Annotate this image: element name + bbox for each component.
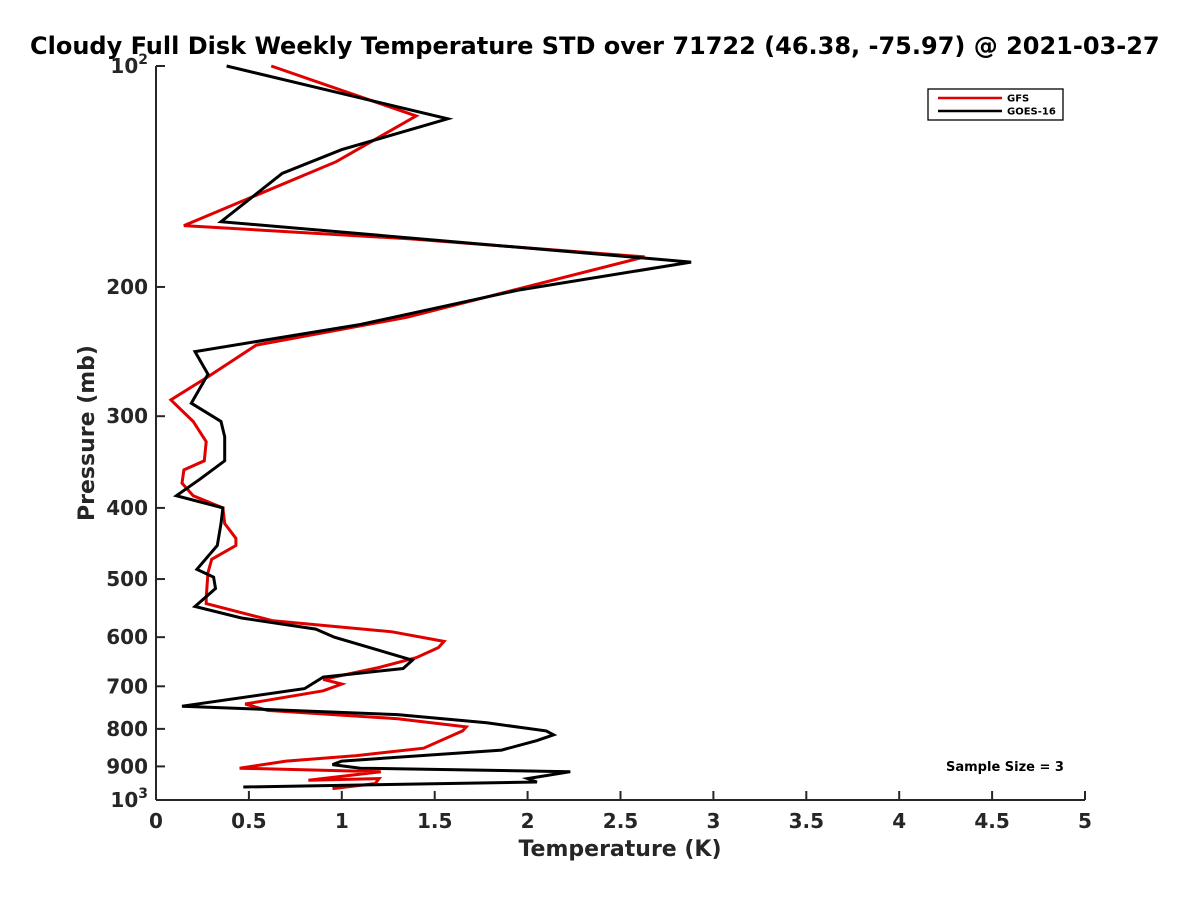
x-axis-label: Temperature (K): [518, 837, 721, 862]
x-tick-label: 3.5: [789, 809, 824, 833]
x-tick-label: 0.5: [231, 809, 266, 833]
y-tick-label: 900: [106, 754, 148, 778]
x-tick-label: 1.5: [417, 809, 452, 833]
legend-label-gfs: GFS: [1007, 94, 1029, 105]
y-tick-label: 800: [106, 717, 148, 741]
x-tick-label: 3: [706, 809, 720, 833]
series-lines: [168, 64, 692, 791]
x-tick-label: 4: [892, 809, 906, 833]
y-tick-label: 600: [106, 625, 148, 649]
x-tick-label: 4.5: [974, 809, 1009, 833]
x-ticks: 0 0.5 1 1.5 2 2.5 3 3.5 4 4.5 5: [149, 791, 1092, 833]
x-tick-label: 1: [335, 809, 349, 833]
chart-title: Cloudy Full Disk Weekly Temperature STD …: [30, 32, 1160, 60]
legend: GFS GOES-16: [927, 88, 1064, 121]
legend-label-goes16: GOES-16: [1007, 107, 1056, 118]
y-tick-label: 700: [106, 674, 148, 698]
series-line-goes16: [172, 64, 692, 789]
x-tick-label: 2.5: [603, 809, 638, 833]
series-line-gfs: [168, 64, 646, 791]
y-tick-label: 500: [106, 567, 148, 591]
x-tick-label: 2: [521, 809, 535, 833]
legend-box: [927, 88, 1064, 121]
y-tick-label: 102: [110, 52, 148, 78]
y-tick-label: 400: [106, 496, 148, 520]
y-tick-label: 200: [106, 275, 148, 299]
y-axis-label: Pressure (mb): [75, 345, 100, 521]
y-tick-label: 300: [106, 404, 148, 428]
y-ticks: 102 200 300 400 500 600 700 800 900 103: [106, 52, 165, 812]
x-tick-label: 5: [1078, 809, 1092, 833]
sample-size-annotation: Sample Size = 3: [946, 760, 1064, 775]
y-tick-label: 103: [110, 786, 148, 812]
x-tick-label: 0: [149, 809, 163, 833]
